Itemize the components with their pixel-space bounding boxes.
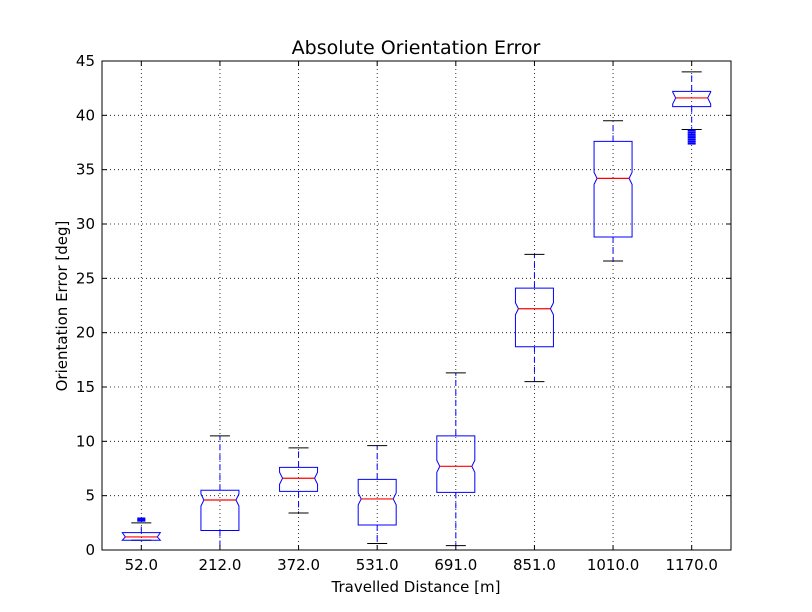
x-tick-label: 212.0 [198,556,241,574]
x-tick-label: 531.0 [356,556,399,574]
x-tick-label: 372.0 [277,556,320,574]
box-1010.0 [593,120,633,262]
box-body [593,140,633,238]
x-tick-label: 691.0 [434,556,477,574]
y-tick-label: 35 [76,161,95,179]
box-body [514,287,554,348]
y-tick-label: 0 [85,541,95,559]
box-body [200,489,240,531]
x-tick-label: 1170.0 [665,556,718,574]
x-axis-ticks: 52.0 212.0 372.0 531.0 691.0 851.0 1010.0 1170.… [125,61,718,574]
y-axis-ticks: 0 5 10 15 20 25 30 35 40 45 [76,52,731,559]
x-tick-label: 1010.0 [587,556,640,574]
y-tick-label: 30 [76,215,95,233]
y-tick-label: 5 [85,487,95,505]
x-axis-label: Travelled Distance [m] [331,578,501,596]
y-tick-label: 40 [76,106,95,124]
box-1170.0 [672,71,712,145]
chart-title: Absolute Orientation Error [292,37,541,59]
box-body [672,90,712,108]
x-tick-label: 851.0 [513,556,556,574]
y-tick-label: 25 [76,269,95,287]
box-body [279,466,319,492]
plot-frame [101,60,732,551]
x-tick-label: 52.0 [125,556,158,574]
box-body [357,478,397,526]
box-851.0 [514,253,554,383]
y-tick-label: 45 [76,52,95,70]
box-531.0 [357,445,397,544]
grid-lines [102,61,731,550]
box-body [436,435,476,493]
y-tick-label: 20 [76,324,95,342]
box-52.0 [121,517,162,541]
y-axis-label: Orientation Error [deg] [53,221,71,392]
box-691.0 [436,372,476,547]
y-tick-label: 15 [76,378,95,396]
box-372.0 [279,447,319,514]
y-tick-label: 10 [76,432,95,450]
box-series [121,71,712,551]
